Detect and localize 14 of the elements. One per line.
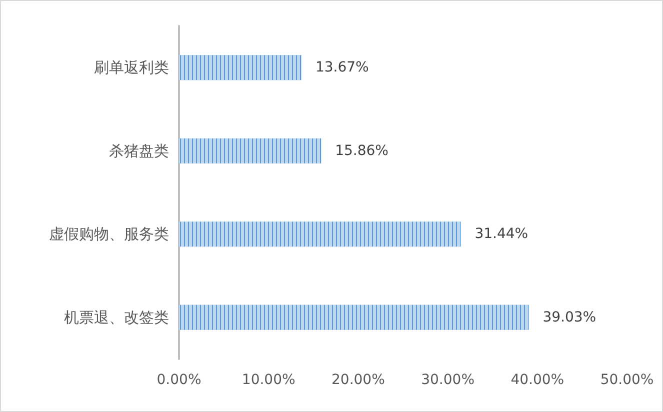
data-label: 31.44% bbox=[474, 226, 528, 242]
x-tick-label: 10.00% bbox=[242, 372, 296, 388]
data-label: 13.67% bbox=[315, 60, 369, 76]
x-tick-label: 30.00% bbox=[421, 372, 474, 388]
y-tick-label: 杀猪盘类 bbox=[109, 142, 169, 160]
y-tick-label: 机票退、改签类 bbox=[64, 308, 169, 326]
data-label: 15.86% bbox=[335, 142, 388, 159]
x-tick-label: 0.00% bbox=[156, 372, 202, 388]
x-tick-label: 20.00% bbox=[332, 372, 385, 388]
y-tick-label: 刷单返利类 bbox=[94, 58, 169, 77]
x-tick-label: 40.00% bbox=[510, 372, 564, 388]
data-label: 39.03% bbox=[542, 309, 596, 326]
y-tick-label: 虚假购物、服务类 bbox=[49, 225, 169, 244]
x-tick-label: 50.00% bbox=[600, 372, 654, 388]
